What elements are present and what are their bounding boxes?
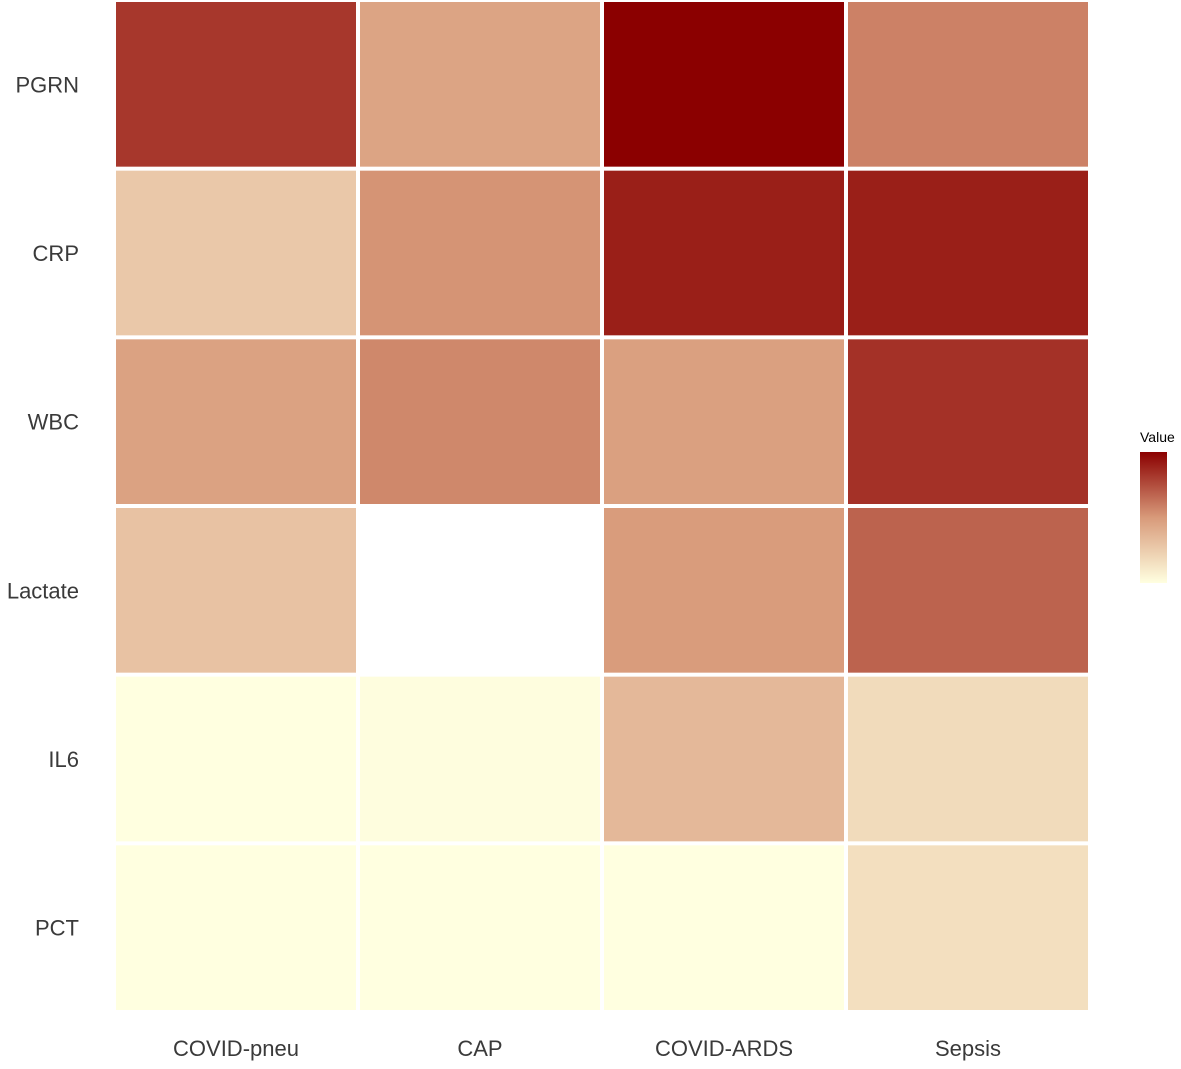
heatmap-cell-IL6-COVID-ARDS: [604, 676, 844, 842]
heatmap-cell-IL6-CAP: [360, 676, 600, 842]
heatmap-cells: [116, 2, 1088, 1010]
x-tick-label: CAP: [457, 1036, 502, 1061]
heatmap-cell-Lactate-CAP: [360, 508, 600, 673]
heatmap-cell-PGRN-COVID-ARDS: [604, 2, 844, 167]
heatmap-cell-PGRN-CAP: [360, 2, 600, 167]
x-tick-label: Sepsis: [935, 1036, 1001, 1061]
y-tick-label: Lactate: [7, 578, 79, 603]
heatmap-cell-PCT-COVID-ARDS: [604, 845, 844, 1010]
heatmap-cell-WBC-COVID-pneu: [116, 339, 356, 504]
heatmap-cell-Lactate-COVID-ARDS: [604, 508, 844, 673]
color-legend: Value: [1140, 429, 1175, 583]
y-tick-label: PGRN: [15, 72, 79, 97]
heatmap-cell-Lactate-COVID-pneu: [116, 508, 356, 673]
heatmap-cell-IL6-COVID-pneu: [116, 676, 356, 842]
heatmap-cell-WBC-COVID-ARDS: [604, 339, 844, 504]
y-tick-label: WBC: [28, 410, 79, 435]
heatmap-cell-PGRN-Sepsis: [848, 2, 1088, 167]
heatmap-cell-WBC-Sepsis: [848, 339, 1088, 504]
heatmap-cell-PCT-Sepsis: [848, 845, 1088, 1010]
heatmap-cell-PCT-COVID-pneu: [116, 845, 356, 1010]
legend-color-bar: [1140, 452, 1167, 583]
x-tick-label: COVID-ARDS: [655, 1036, 793, 1061]
heatmap-cell-CRP-CAP: [360, 170, 600, 336]
y-axis-tick-labels: PGRN CRP WBC Lactate IL6 PCT: [7, 72, 79, 940]
heatmap-cell-CRP-COVID-ARDS: [604, 170, 844, 336]
heatmap-cell-PCT-CAP: [360, 845, 600, 1010]
y-tick-label: IL6: [48, 747, 79, 772]
heatmap-cell-PGRN-COVID-pneu: [116, 2, 356, 167]
heatmap-cell-CRP-COVID-pneu: [116, 170, 356, 336]
y-tick-label: PCT: [35, 916, 79, 941]
heatmap-cell-IL6-Sepsis: [848, 676, 1088, 842]
heatmap-cell-CRP-Sepsis: [848, 170, 1088, 336]
x-axis-tick-labels: COVID-pneu CAP COVID-ARDS Sepsis: [173, 1036, 1001, 1061]
x-tick-label: COVID-pneu: [173, 1036, 299, 1061]
heatmap-cell-WBC-CAP: [360, 339, 600, 504]
y-tick-label: CRP: [33, 241, 79, 266]
legend-title: Value: [1140, 429, 1175, 445]
heatmap-cell-Lactate-Sepsis: [848, 508, 1088, 673]
